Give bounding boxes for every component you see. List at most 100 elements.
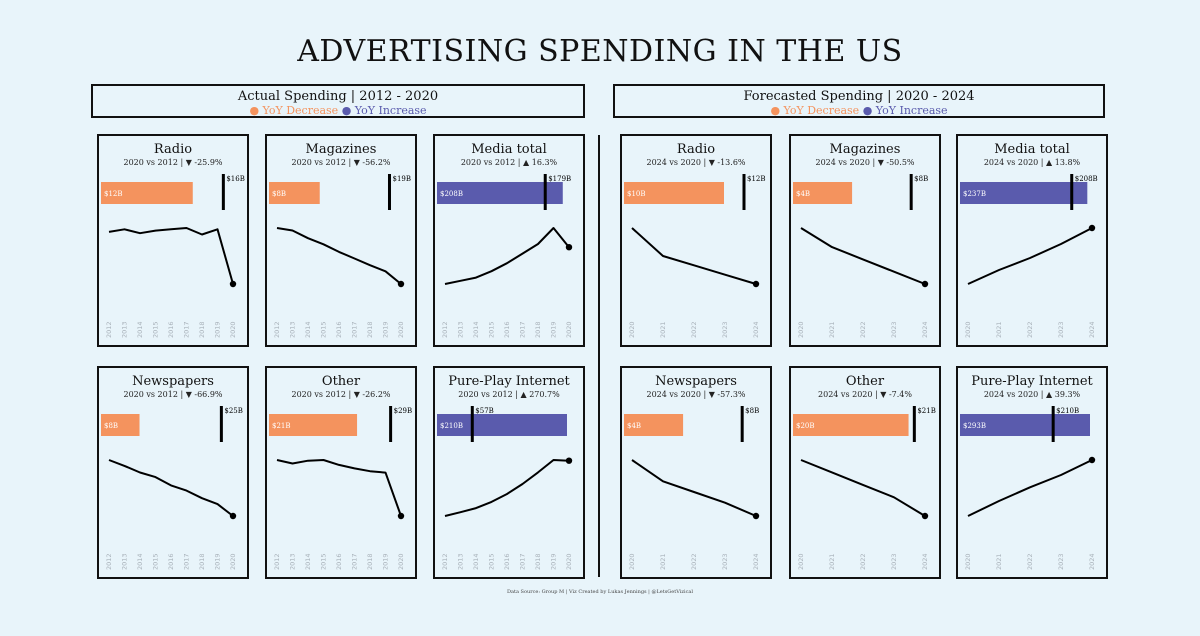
- x-tick-label: 2015: [320, 553, 328, 570]
- end-point: [229, 280, 237, 288]
- chart-title: Pure-Play Internet: [971, 374, 1093, 389]
- chart-panel: Magazines 2020 vs 2012 | ▼ -56.2% $8B $19B 2…: [265, 134, 417, 347]
- x-tick-label: 2020: [964, 321, 972, 338]
- forecasted-spending-header: Forecasted Spending | 2020 - 2024 ● YoY …: [613, 84, 1105, 118]
- x-tick-label: 2013: [457, 321, 465, 338]
- chart-panel: Other 2020 vs 2012 | ▼ -26.2% $21B $29B 2012…: [265, 366, 417, 579]
- current-value-label: $4B: [796, 190, 810, 198]
- legend-decrease: ● YoY Decrease: [249, 104, 339, 117]
- x-tick-label: 2013: [289, 553, 297, 570]
- chart-svg: $4B $8B 2020 2021 2022 2023 2024: [793, 174, 929, 338]
- chart-title: Magazines: [305, 142, 377, 157]
- legend-increase: ● YoY Increase: [341, 104, 427, 117]
- x-tick-label: 2019: [550, 553, 558, 570]
- x-tick-label: 2019: [214, 321, 222, 338]
- x-tick-label: 2016: [335, 553, 343, 570]
- reference-value-label: $21B: [917, 407, 936, 415]
- x-tick-label: 2017: [519, 321, 527, 338]
- reference-marker: [389, 406, 393, 442]
- x-tick-label: 2020: [229, 553, 237, 570]
- reference-value-label: $179B: [548, 175, 571, 183]
- current-value-bar: [793, 414, 909, 436]
- chart-title: Radio: [676, 142, 716, 157]
- chart-subtitle: 2024 vs 2020 | ▲ 39.3%: [983, 390, 1081, 399]
- trend-line: [967, 459, 1093, 517]
- x-tick-label: 2022: [690, 321, 698, 338]
- x-tick-label: 2015: [488, 321, 496, 338]
- x-tick-label: 2023: [890, 553, 898, 570]
- reference-marker: [387, 174, 391, 210]
- x-tick-label: 2017: [519, 553, 527, 570]
- reference-marker: [1070, 174, 1074, 210]
- current-value-label: $20B: [796, 422, 815, 430]
- chart-panel: Newspapers 2020 vs 2012 | ▼ -66.9% $8B $25B…: [97, 366, 249, 579]
- chart-title: Pure-Play Internet: [448, 374, 570, 389]
- x-tick-label: 2014: [136, 553, 144, 570]
- x-tick-label: 2020: [397, 321, 405, 338]
- reference-marker: [219, 406, 223, 442]
- trend-line: [800, 227, 926, 285]
- current-value-label: $8B: [272, 190, 286, 198]
- actual-spending-header: Actual Spending | 2012 - 2020 ● YoY Decr…: [91, 84, 585, 118]
- x-tick-label: 2018: [534, 321, 542, 338]
- section-title: Actual Spending | 2012 - 2020: [237, 89, 439, 104]
- chart-svg: $10B $12B 2020 2021 2022 2023 2024: [624, 174, 766, 338]
- x-tick-label: 2014: [136, 321, 144, 338]
- end-point: [397, 512, 405, 520]
- current-value-bar: [269, 182, 320, 204]
- chart-panel: Radio 2020 vs 2012 | ▼ -25.9% $12B $16B 2012…: [97, 134, 249, 347]
- x-tick-label: 2022: [859, 321, 867, 338]
- x-tick-label: 2012: [105, 321, 113, 338]
- current-value-bar: [624, 182, 724, 204]
- chart-panel: Pure-Play Internet 2020 vs 2012 | ▲ 270.7…: [433, 366, 585, 579]
- x-tick-label: 2020: [964, 553, 972, 570]
- trend-line: [967, 227, 1093, 285]
- x-tick-label: 2012: [441, 321, 449, 338]
- current-value-label: $8B: [104, 422, 118, 430]
- x-tick-label: 2024: [1088, 321, 1096, 338]
- chart-title: Media total: [471, 142, 547, 157]
- x-tick-label: 2012: [441, 553, 449, 570]
- reference-value-label: $8B: [914, 175, 928, 183]
- x-tick-label: 2019: [550, 321, 558, 338]
- x-tick-label: 2015: [152, 553, 160, 570]
- reference-value-label: $57B: [475, 407, 494, 415]
- current-value-label: $21B: [272, 422, 291, 430]
- x-tick-label: 2020: [229, 321, 237, 338]
- chart-title: Newspapers: [655, 374, 737, 389]
- x-tick-label: 2020: [565, 553, 573, 570]
- x-tick-label: 2023: [721, 321, 729, 338]
- x-tick-label: 2018: [366, 321, 374, 338]
- reference-value-label: $12B: [747, 175, 766, 183]
- trend-line: [276, 227, 402, 285]
- x-tick-label: 2015: [488, 553, 496, 570]
- x-tick-label: 2013: [121, 553, 129, 570]
- current-value-label: $4B: [627, 422, 641, 430]
- x-tick-label: 2021: [828, 553, 836, 570]
- chart-subtitle: 2020 vs 2012 | ▼ -56.2%: [291, 158, 391, 167]
- x-tick-label: 2017: [183, 553, 191, 570]
- legend: ● YoY Decrease ● YoY Increase: [93, 104, 583, 117]
- chart-subtitle: 2024 vs 2020 | ▼ -13.6%: [646, 158, 746, 167]
- reference-value-label: $16B: [226, 175, 245, 183]
- x-tick-label: 2018: [198, 321, 206, 338]
- x-tick-label: 2016: [167, 321, 175, 338]
- x-tick-label: 2018: [534, 553, 542, 570]
- x-tick-label: 2021: [659, 553, 667, 570]
- x-tick-label: 2017: [351, 553, 359, 570]
- trend-line: [108, 459, 234, 517]
- current-value-bar: [101, 414, 140, 436]
- chart-title: Newspapers: [132, 374, 214, 389]
- chart-panel: Pure-Play Internet 2024 vs 2020 | ▲ 39.3%…: [956, 366, 1108, 579]
- current-value-label: $237B: [963, 190, 986, 198]
- reference-value-label: $210B: [1056, 407, 1079, 415]
- x-tick-label: 2012: [273, 553, 281, 570]
- x-tick-label: 2012: [273, 321, 281, 338]
- page-title: ADVERTISING SPENDING IN THE US: [297, 34, 903, 69]
- reference-value-label: $8B: [745, 407, 759, 415]
- x-tick-label: 2016: [503, 553, 511, 570]
- current-value-bar: [624, 414, 684, 436]
- x-tick-label: 2022: [1026, 321, 1034, 338]
- reference-marker: [740, 406, 744, 442]
- x-tick-label: 2013: [457, 553, 465, 570]
